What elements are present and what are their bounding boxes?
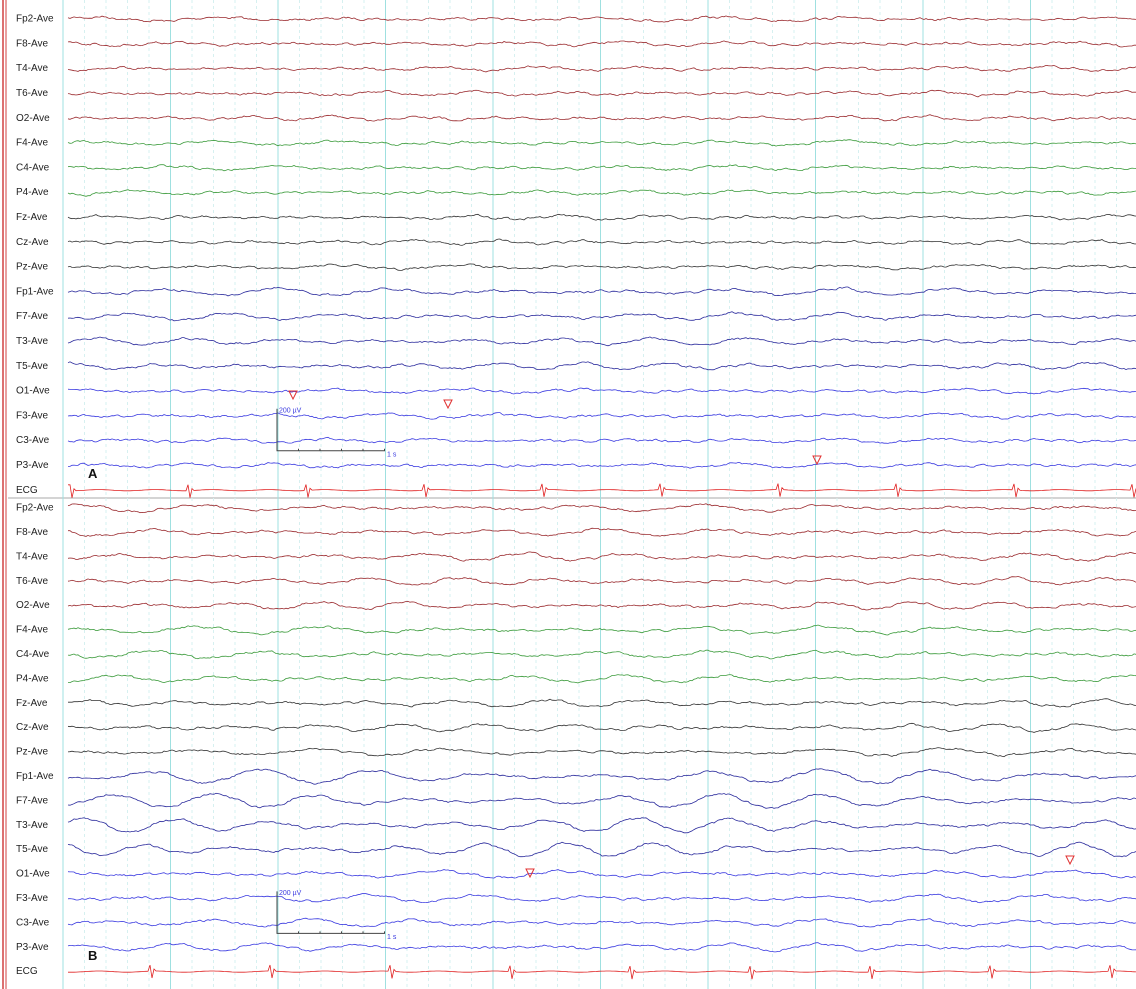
scale-bar	[276, 891, 385, 934]
channel-label: C3-Ave	[16, 435, 50, 446]
channel-label: F4-Ave	[16, 625, 48, 636]
channel-label: F3-Ave	[16, 893, 48, 904]
trace	[67, 387, 1136, 395]
marker	[525, 868, 535, 879]
channel-label: Cz-Ave	[16, 722, 49, 733]
channel-label: F7-Ave	[16, 795, 48, 806]
channel-label: T4-Ave	[16, 63, 48, 74]
channel-label: Fp2-Ave	[16, 14, 54, 25]
trace	[67, 64, 1136, 73]
channel-label: O1-Ave	[16, 386, 50, 397]
channel-label: Pz-Ave	[16, 747, 48, 758]
trace	[67, 892, 1136, 904]
channel-label: T6-Ave	[16, 88, 48, 99]
channel-label: Pz-Ave	[16, 262, 48, 273]
channel-label: T6-Ave	[16, 576, 48, 587]
trace	[67, 436, 1136, 444]
trace	[67, 164, 1136, 172]
trace	[67, 649, 1136, 660]
channel-label: Cz-Ave	[16, 237, 49, 248]
trace	[67, 817, 1136, 834]
trace	[67, 311, 1136, 322]
channel-label: F4-Ave	[16, 138, 48, 149]
trace	[68, 698, 1136, 708]
trace	[67, 942, 1136, 953]
channel-label: T5-Ave	[16, 361, 48, 372]
trace	[67, 917, 1136, 928]
marker	[1065, 855, 1075, 866]
channel-label: O1-Ave	[16, 869, 50, 880]
channel-label: Fz-Ave	[16, 698, 48, 709]
trace	[67, 412, 1136, 420]
channel-label: P4-Ave	[16, 673, 49, 684]
event-markers	[288, 390, 1075, 879]
channel-label: C4-Ave	[16, 649, 50, 660]
scale-time: 1 s	[387, 452, 397, 459]
trace	[67, 89, 1136, 98]
marker	[812, 455, 822, 466]
trace	[67, 503, 1136, 514]
channel-label: C3-Ave	[16, 917, 50, 928]
panel-label: A	[88, 466, 98, 481]
channel-label: T3-Ave	[16, 820, 48, 831]
channel-label: T3-Ave	[16, 336, 48, 347]
trace	[67, 336, 1136, 347]
trace	[68, 527, 1136, 537]
trace	[67, 768, 1136, 785]
trace	[67, 361, 1136, 371]
channel-label: Fp1-Ave	[16, 286, 54, 297]
trace	[67, 722, 1136, 733]
trace	[67, 674, 1136, 684]
labels: Fp2-Ave F8-Ave T4-Ave T6-Ave O2-Ave F4-Ave C4-…	[16, 14, 397, 978]
marker	[288, 390, 298, 401]
trace	[67, 238, 1136, 246]
trace	[67, 869, 1136, 879]
channel-label: O2-Ave	[16, 113, 50, 124]
trace	[67, 286, 1136, 297]
trace	[68, 964, 1136, 980]
channel-label: ECG	[16, 485, 38, 496]
trace	[68, 462, 1136, 469]
trace	[67, 189, 1136, 197]
scale-amplitude: 200 µV	[279, 890, 302, 897]
trace	[67, 213, 1136, 221]
channel-label: P3-Ave	[16, 460, 49, 471]
channel-label: P3-Ave	[16, 942, 49, 953]
channel-label: T4-Ave	[16, 551, 48, 562]
trace	[67, 576, 1136, 586]
trace	[67, 747, 1136, 758]
trace	[67, 600, 1136, 611]
scale-amplitude: 200 µV	[279, 408, 302, 415]
channel-label: Fz-Ave	[16, 212, 48, 223]
scale-time: 1 s	[387, 934, 397, 941]
channel-label: F7-Ave	[16, 311, 48, 322]
traces	[67, 15, 1136, 980]
trace	[67, 263, 1136, 271]
channel-label: F8-Ave	[16, 38, 48, 49]
channel-label: T5-Ave	[16, 844, 48, 855]
trace	[67, 792, 1136, 809]
channel-label: F8-Ave	[16, 527, 48, 538]
channel-label: F3-Ave	[16, 410, 48, 421]
trace	[67, 841, 1136, 858]
trace	[67, 40, 1136, 48]
channel-label: ECG	[16, 966, 38, 977]
trace	[67, 15, 1136, 23]
channel-label: Fp2-Ave	[16, 503, 54, 514]
trace	[68, 483, 1136, 498]
trace	[67, 624, 1136, 636]
scale-bar	[276, 408, 385, 452]
channel-label: O2-Ave	[16, 600, 50, 611]
trace	[67, 139, 1136, 147]
channel-label: P4-Ave	[16, 187, 49, 198]
channel-label: C4-Ave	[16, 162, 50, 173]
trace	[67, 551, 1136, 562]
channel-label: Fp1-Ave	[16, 771, 54, 782]
panel-label: B	[88, 948, 97, 963]
trace	[67, 114, 1136, 122]
marker	[443, 399, 453, 410]
